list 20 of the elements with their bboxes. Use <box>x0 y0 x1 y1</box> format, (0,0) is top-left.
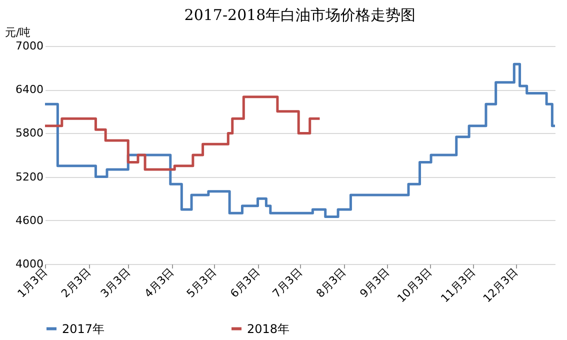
x-tick-label: 4月3日 <box>142 266 177 300</box>
y-tick-label: 5200 <box>16 170 44 184</box>
x-tick-label: 3月3日 <box>98 266 133 300</box>
x-tick-label: 6月3日 <box>228 266 262 300</box>
y-tick-label: 6400 <box>16 83 44 96</box>
x-tick-label: 8月3日 <box>314 266 348 300</box>
x-tick-label: 10月3日 <box>394 266 434 306</box>
chart-title: 2017-2018年白油市场价格走势图 <box>184 6 416 24</box>
y-tick-label: 4600 <box>16 214 44 227</box>
x-tick-label: 7月3日 <box>270 266 305 300</box>
y-tick-label: 5800 <box>16 126 44 140</box>
legend-label: 2018年 <box>247 322 290 336</box>
y-axis-title: 元/吨 <box>5 26 31 39</box>
x-tick-label: 5月3日 <box>184 266 219 300</box>
x-tick-label: 12月3日 <box>480 266 520 306</box>
y-tick-label: 7000 <box>16 40 44 52</box>
x-tick-label: 11月3日 <box>438 266 478 306</box>
legend-label: 2017年 <box>62 322 105 336</box>
x-tick-label: 9月3日 <box>357 266 392 300</box>
x-tick-label: 2月3日 <box>58 266 94 300</box>
